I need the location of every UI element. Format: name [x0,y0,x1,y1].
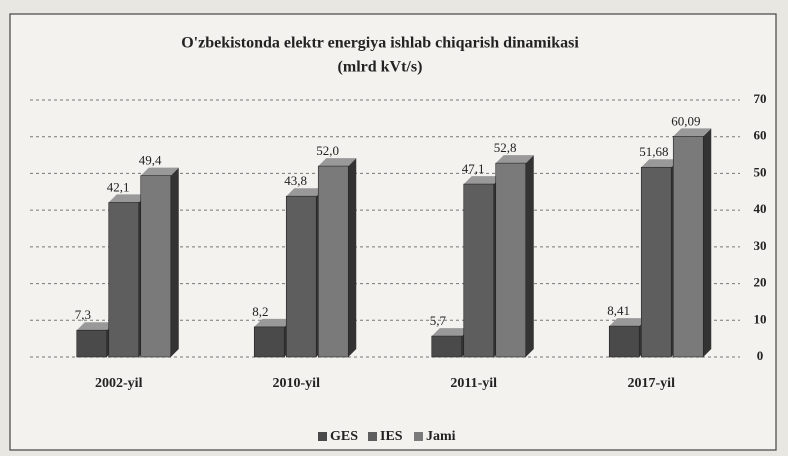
value-label: 8,2 [252,304,268,319]
bar [140,175,172,358]
value-label: 8,41 [607,303,630,318]
y-tick-label: 70 [754,91,767,106]
y-tick-label: 40 [754,201,767,216]
bar-side [525,155,534,357]
x-tick-label: 2017-yil [628,376,676,391]
legend-label: IES [380,429,403,444]
chart-subtitle: (mlrd kVt/s) [338,59,423,76]
bar-top [286,188,325,197]
bar [640,166,672,358]
bar [253,326,285,358]
bar-top [495,155,534,164]
x-tick-label: 2010-yil [273,376,321,391]
bar [285,195,317,358]
y-tick-label: 20 [754,275,767,290]
y-tick-label: 0 [757,348,764,363]
bar [608,325,640,358]
bar [76,329,108,358]
bar-top [76,322,115,331]
bar [108,202,140,358]
chart-title: O'zbekistonda elektr energiya ishlab chi… [181,35,579,52]
bar-top [641,159,680,168]
value-label: 60,09 [671,113,700,128]
bar [672,136,704,358]
legend-swatch [368,432,377,441]
x-tick-label: 2002-yil [95,376,143,391]
bar-top [108,194,147,203]
bar-top [431,328,470,337]
bar-top [318,158,357,167]
bar [317,165,349,358]
value-label: 52,0 [316,143,339,158]
value-label: 52,8 [494,140,517,155]
value-label: 43,8 [284,173,307,188]
value-label: 7,3 [75,307,91,322]
bar-top [254,318,293,327]
bar-top [673,128,712,137]
value-label: 5,7 [430,313,447,328]
bar-top [609,318,648,327]
legend-swatch [414,432,423,441]
y-tick-label: 30 [754,238,767,253]
y-tick-label: 10 [754,311,767,326]
legend-swatch [318,432,327,441]
bar [495,162,527,358]
bar-side [348,158,357,357]
bar-side [170,167,179,357]
x-tick-label: 2011-yil [450,376,497,391]
value-label: 42,1 [107,179,130,194]
bar [431,335,463,358]
legend-label: Jami [426,429,456,444]
legend-label: GES [330,429,358,444]
value-label: 47,1 [462,161,485,176]
y-tick-label: 50 [754,164,767,179]
bar-side [703,128,712,357]
bar [463,183,495,358]
bar-top [463,176,502,185]
bar-top [140,167,179,176]
value-label: 49,4 [139,153,162,168]
y-tick-label: 60 [754,128,767,143]
value-label: 51,68 [639,144,668,159]
